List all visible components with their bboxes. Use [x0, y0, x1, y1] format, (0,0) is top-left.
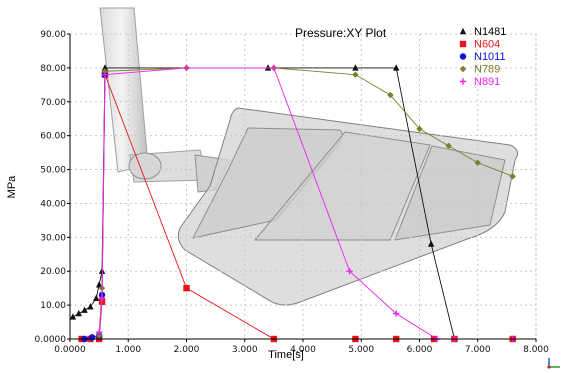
data-point [183, 284, 190, 292]
axes: 0.0000 10.00 20.00 30.00 40.00 50.00 60.00 70.0… [35, 30, 550, 355]
y-tick-label: 40.00 [40, 199, 66, 209]
x-tick-label: 8.000 [523, 345, 549, 355]
x-tick-label: 5.000 [348, 345, 374, 355]
data-point [352, 64, 359, 71]
data-point [93, 294, 100, 302]
legend-marker [459, 53, 467, 60]
data-point [95, 332, 103, 339]
data-point [393, 64, 400, 71]
legend-entry: N789 [459, 64, 500, 76]
y-tick-label: 90.00 [40, 30, 66, 40]
legend-label: N604 [474, 39, 500, 51]
y-tick-label: 50.00 [40, 166, 66, 176]
data-point [427, 240, 435, 247]
data-point [264, 64, 272, 71]
data-point [98, 295, 106, 302]
data-point [95, 281, 103, 288]
legend-marker [459, 78, 467, 85]
y-axis-label: MPa [6, 175, 18, 199]
legend-marker [459, 27, 467, 35]
data-point [509, 173, 516, 180]
data-point [393, 310, 400, 317]
x-tick-label: 2.000 [174, 345, 200, 355]
legend-marker [459, 65, 467, 73]
data-point [183, 64, 190, 72]
data-point [81, 306, 88, 313]
data-point [346, 268, 353, 275]
data-point [87, 303, 94, 310]
legend-entry: N891 [459, 76, 500, 88]
data-point [88, 334, 96, 341]
data-point [95, 329, 103, 336]
mold-model-background [99, 7, 519, 306]
x-tick-label: 1.000 [115, 345, 141, 355]
legend-label: N1011 [474, 51, 506, 63]
axis-triad-icon [547, 358, 560, 369]
data-point [101, 64, 109, 71]
y-tick-label: 30.00 [40, 233, 66, 243]
data-point [101, 68, 109, 75]
legend-label: N789 [474, 64, 500, 76]
data-point [75, 309, 82, 317]
y-tick-label: 70.00 [40, 98, 66, 108]
x-tick-label: 3.000 [232, 345, 258, 355]
data-point [101, 71, 109, 78]
data-point [416, 125, 423, 133]
legend-marker [459, 40, 467, 48]
legend-entry: N604 [459, 39, 500, 51]
chart-title: Pressure:XY Plot [295, 26, 387, 40]
x-axis-label: Time[s] [268, 349, 304, 361]
legend-label: N1481 [474, 26, 506, 38]
legend-entry: N1011 [459, 51, 506, 63]
legend-label: N891 [474, 76, 500, 88]
y-tick-label: 0.0000 [35, 335, 67, 345]
data-point [69, 313, 77, 320]
data-point [474, 159, 481, 166]
x-tick-label: 7.000 [465, 345, 491, 355]
y-tick-label: 80.00 [40, 64, 66, 74]
data-point [445, 142, 452, 150]
y-tick-label: 20.00 [40, 267, 66, 277]
data-point [270, 64, 278, 72]
x-tick-label: 4.000 [290, 345, 316, 355]
x-tick-label: 6.000 [407, 345, 433, 355]
legend-entry: N1481 [459, 26, 506, 38]
y-tick-label: 60.00 [40, 132, 66, 142]
y-tick-label: 10.00 [40, 301, 66, 311]
x-tick-label: 0.0000 [54, 345, 86, 355]
data-point [352, 71, 359, 78]
data-point [387, 91, 394, 99]
